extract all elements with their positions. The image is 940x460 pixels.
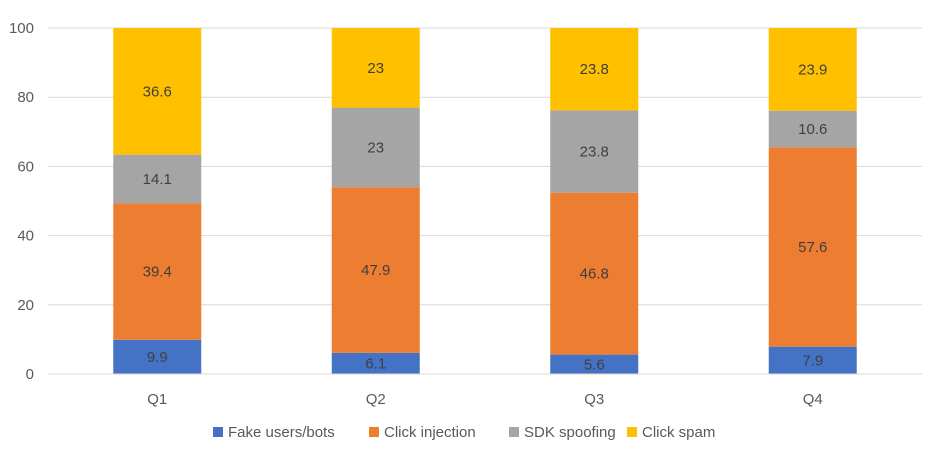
legend-label: SDK spoofing: [524, 424, 616, 441]
data-label: 39.4: [143, 264, 172, 281]
bar-segment: [113, 339, 202, 374]
data-label: 23.8: [580, 61, 609, 78]
bar-segment: [550, 110, 639, 193]
data-label: 9.9: [147, 349, 168, 366]
y-tick-label: 80: [17, 89, 34, 106]
y-axis-tick-labels: 0 20 40 60 80 100: [9, 20, 34, 383]
x-axis-tick-labels: Q1 Q2 Q3 Q4: [147, 391, 823, 408]
bar-segment: [331, 187, 420, 353]
data-label: 47.9: [361, 262, 390, 279]
data-label: 10.6: [798, 121, 827, 138]
bar-segment: [768, 147, 857, 347]
x-tick-label: Q1: [147, 391, 167, 408]
bar-segment: [550, 354, 639, 374]
bar-segment: [113, 28, 202, 155]
data-label: 23: [367, 139, 384, 156]
bars: 9.9 39.4 14.1 36.6 6.1 47.9 23 23 5.6 46.8 23.8 23.…: [113, 28, 857, 374]
bar-segment: [768, 346, 857, 374]
data-label: 23.8: [580, 144, 609, 161]
y-tick-label: 0: [26, 366, 34, 383]
x-tick-label: Q4: [803, 391, 823, 408]
legend-label: Click spam: [642, 424, 715, 441]
bar-segment: [550, 28, 639, 111]
bar-segment: [768, 28, 857, 111]
bar-segment: [113, 154, 202, 204]
data-label: 23.9: [798, 61, 827, 78]
data-label: 5.6: [584, 356, 605, 373]
y-tick-label: 40: [17, 228, 34, 245]
legend: Fake users/bots Click injection SDK spoofi…: [213, 424, 715, 441]
data-label: 14.1: [143, 171, 172, 188]
bar-segment: [113, 203, 202, 340]
legend-label: Fake users/bots: [228, 424, 335, 441]
legend-swatch: [369, 427, 379, 437]
bar-segment: [331, 28, 420, 108]
bar-segment: [331, 107, 420, 188]
data-label: 46.8: [580, 266, 609, 283]
y-tick-label: 20: [17, 297, 34, 314]
legend-swatch: [627, 427, 637, 437]
x-tick-label: Q2: [366, 391, 386, 408]
y-tick-label: 100: [9, 20, 34, 37]
data-label: 36.6: [143, 83, 172, 100]
bar-segment: [768, 110, 857, 148]
x-tick-label: Q3: [584, 391, 604, 408]
data-label: 7.9: [802, 352, 823, 369]
legend-label: Click injection: [384, 424, 476, 441]
data-label: 23: [367, 60, 384, 77]
bar-segment: [331, 352, 420, 374]
legend-swatch: [509, 427, 519, 437]
y-tick-label: 60: [17, 158, 34, 175]
legend-swatch: [213, 427, 223, 437]
data-label: 6.1: [365, 355, 386, 372]
data-label: 57.6: [798, 239, 827, 256]
bar-segment: [550, 192, 639, 355]
